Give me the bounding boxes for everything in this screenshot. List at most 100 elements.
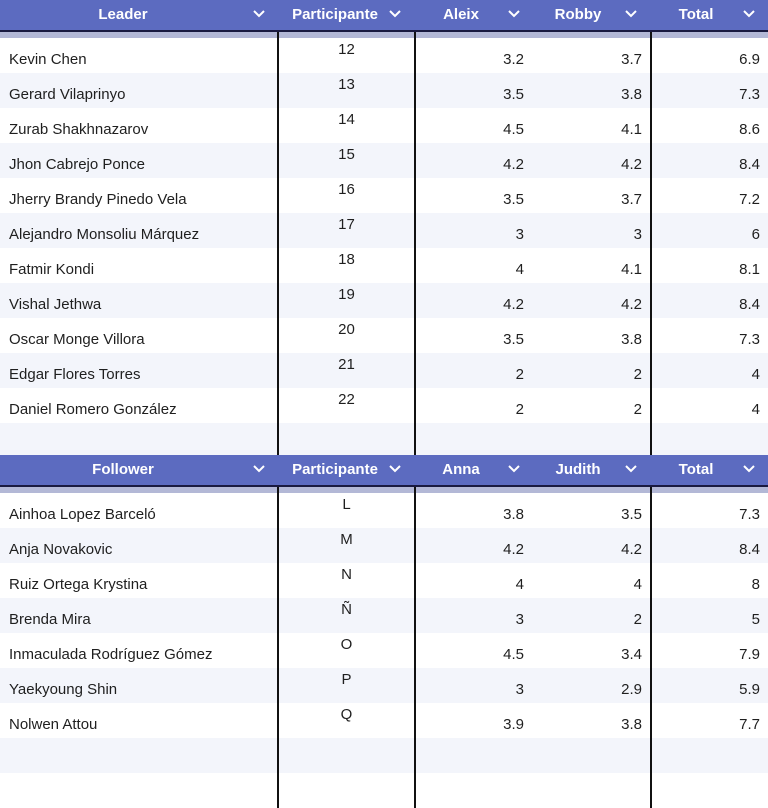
table-row[interactable]: Daniel Romero González 22 2 2 4 [0,388,768,423]
column-header-leader[interactable]: Leader [0,0,246,30]
column-header-label: Participante [292,461,378,478]
judge2-score-cell: 3.5 [621,506,642,523]
header-band [0,32,768,38]
table-row[interactable]: Fatmir Kondi 18 4 4.1 8.1 [0,248,768,283]
name-cell: Vishal Jethwa [9,296,102,313]
column-divider [277,0,279,808]
total-cell: 7.3 [739,331,760,348]
total-cell: 7.9 [739,646,760,663]
name-cell: Edgar Flores Torres [9,366,141,383]
chevron-down-icon[interactable] [252,463,266,475]
participant-cell: L [342,496,351,513]
total-cell: 4 [751,366,760,383]
chevron-down-icon[interactable] [624,463,638,475]
participant-cell: 22 [338,391,355,408]
column-header-aleix[interactable]: Aleix [416,0,506,30]
column-header-label: Total [678,6,714,23]
participant-cell: N [341,566,352,583]
name-cell: Inmaculada Rodríguez Gómez [9,646,213,663]
participant-cell: 14 [338,111,355,128]
column-header-label: Judith [555,461,601,478]
name-cell: Alejandro Monsoliu Márquez [9,226,200,243]
table-row[interactable]: Kevin Chen 12 3.2 3.7 6.9 [0,38,768,73]
column-divider [414,0,416,808]
judge2-score-cell: 4.1 [621,121,642,138]
table-row[interactable]: Oscar Monge Villora 20 3.5 3.8 7.3 [0,318,768,353]
total-cell: 7.2 [739,191,760,208]
table-row[interactable]: Edgar Flores Torres 21 2 2 4 [0,353,768,388]
name-cell: Daniel Romero González [9,401,177,418]
name-cell: Yaekyoung Shin [9,681,118,698]
name-cell: Jhon Cabrejo Ponce [9,156,145,173]
column-header-total[interactable]: Total [652,0,740,30]
column-header-judith[interactable]: Judith [530,455,626,485]
judge2-score-cell: 3.8 [621,86,642,103]
judge2-score-cell: 3 [633,226,642,243]
name-cell: Oscar Monge Villora [9,331,145,348]
chevron-down-icon[interactable] [742,8,756,20]
empty-row [0,423,768,458]
table-row[interactable]: Jherry Brandy Pinedo Vela 16 3.5 3.7 7.2 [0,178,768,213]
column-header-total[interactable]: Total [652,455,740,485]
participant-cell: 13 [338,76,355,93]
judge2-score-cell: 4 [633,576,642,593]
judge2-score-cell: 4.2 [621,541,642,558]
chevron-down-icon[interactable] [252,8,266,20]
table-row[interactable]: Yaekyoung Shin P 3 2.9 5.9 [0,668,768,703]
total-cell: 8.4 [739,541,760,558]
name-cell: Fatmir Kondi [9,261,95,278]
table-row[interactable]: Anja Novakovic M 4.2 4.2 8.4 [0,528,768,563]
chevron-down-icon[interactable] [507,8,521,20]
column-header-follower[interactable]: Follower [0,455,246,485]
table-row[interactable]: Gerard Vilaprinyo 13 3.5 3.8 7.3 [0,73,768,108]
table-row[interactable]: Inmaculada Rodríguez Gómez O 4.5 3.4 7.9 [0,633,768,668]
judge1-score-cell: 3.5 [503,331,524,348]
chevron-down-icon[interactable] [388,8,402,20]
judge1-score-cell: 2 [515,401,524,418]
participant-cell: 20 [338,321,355,338]
chevron-down-icon[interactable] [624,8,638,20]
column-divider [650,0,652,808]
name-cell: Jherry Brandy Pinedo Vela [9,191,187,208]
chevron-down-icon[interactable] [388,463,402,475]
empty-row [0,738,768,773]
judge1-score-cell: 4 [515,576,524,593]
judge2-score-cell: 3.8 [621,331,642,348]
participant-cell: 12 [338,41,355,58]
table-row[interactable]: Ruiz Ortega Krystina N 4 4 8 [0,563,768,598]
follower-table-header: Follower Participante Anna Judith Total [0,455,768,487]
judge2-score-cell: 3.7 [621,191,642,208]
total-cell: 8 [751,576,760,593]
table-row[interactable]: Vishal Jethwa 19 4.2 4.2 8.4 [0,283,768,318]
total-cell: 7.7 [739,716,760,733]
name-cell: Anja Novakovic [9,541,113,558]
header-band [0,487,768,493]
chevron-down-icon[interactable] [507,463,521,475]
column-header-anna[interactable]: Anna [416,455,506,485]
table-row[interactable]: Ainhoa Lopez Barceló L 3.8 3.5 7.3 [0,493,768,528]
chevron-down-icon[interactable] [742,463,756,475]
table-row[interactable]: Zurab Shakhnazarov 14 4.5 4.1 8.6 [0,108,768,143]
total-cell: 4 [751,401,760,418]
table-row[interactable]: Brenda Mira Ñ 3 2 5 [0,598,768,633]
column-header-label: Follower [92,461,154,478]
column-header-participante[interactable]: Participante [279,0,391,30]
leader-table-header: Leader Participante Aleix Robby Total [0,0,768,32]
participant-cell: M [340,531,353,548]
total-cell: 5 [751,611,760,628]
table-row[interactable]: Jhon Cabrejo Ponce 15 4.2 4.2 8.4 [0,143,768,178]
total-cell: 6 [751,226,760,243]
column-header-robby[interactable]: Robby [530,0,626,30]
column-header-participante[interactable]: Participante [279,455,391,485]
judge1-score-cell: 4.2 [503,296,524,313]
name-cell: Nolwen Attou [9,716,98,733]
participant-cell: 21 [338,356,355,373]
total-cell: 8.6 [739,121,760,138]
judge1-score-cell: 3.2 [503,51,524,68]
table-row[interactable]: Alejandro Monsoliu Márquez 17 3 3 6 [0,213,768,248]
judge1-score-cell: 4.2 [503,541,524,558]
total-cell: 8.1 [739,261,760,278]
table-row[interactable]: Nolwen Attou Q 3.9 3.8 7.7 [0,703,768,738]
judge1-score-cell: 4.5 [503,121,524,138]
judge1-score-cell: 4.5 [503,646,524,663]
